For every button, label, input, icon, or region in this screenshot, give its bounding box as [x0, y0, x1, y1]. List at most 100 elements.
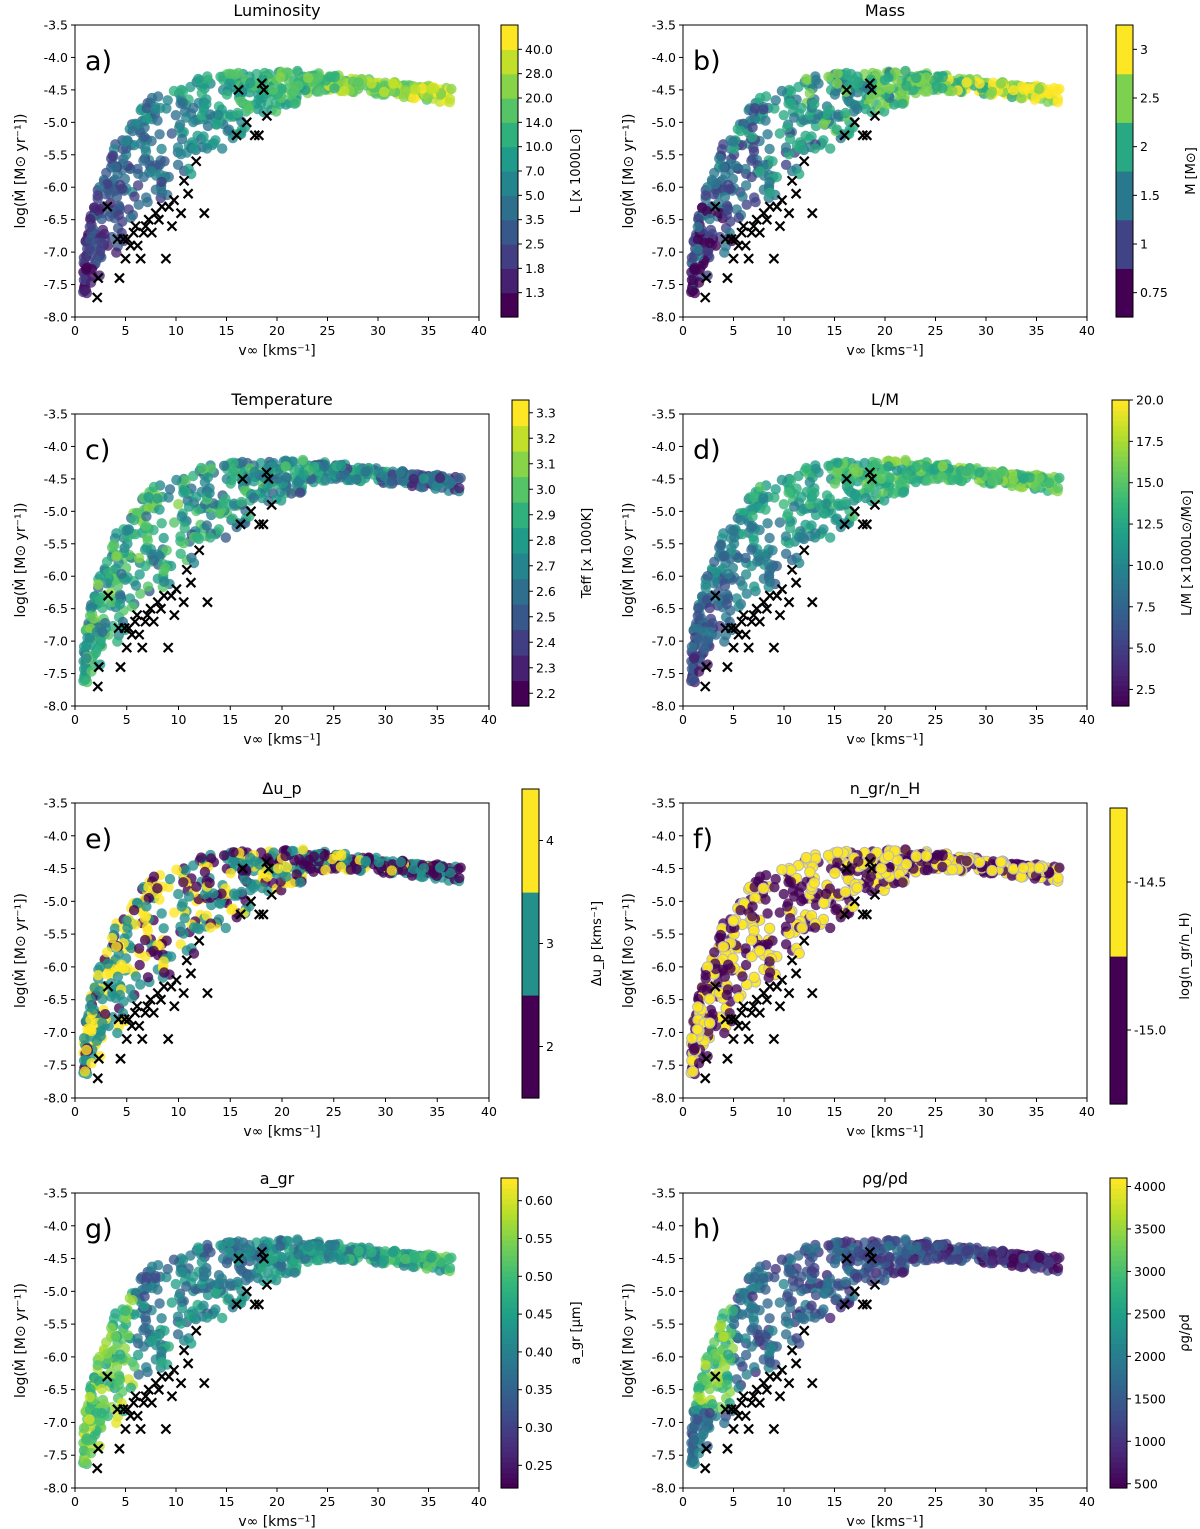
- colorbar-tick-label: 5.0: [1136, 641, 1156, 656]
- model-point: [789, 891, 800, 902]
- model-point: [158, 532, 169, 544]
- model-point: [139, 122, 150, 133]
- model-point: [132, 180, 144, 191]
- model-point: [146, 92, 158, 104]
- model-point: [96, 237, 107, 249]
- colorbar-label: Δu_p [kms⁻¹]: [590, 901, 605, 986]
- observed-cross-marker: [153, 214, 165, 225]
- model-point: [961, 855, 972, 867]
- observed-cross-marker: [171, 974, 182, 986]
- model-point: [806, 520, 817, 531]
- model-point: [175, 531, 186, 542]
- model-point: [797, 532, 808, 543]
- model-point: [746, 544, 757, 555]
- x-tick-label: 40: [1079, 712, 1095, 727]
- x-axis-label: v∞ [kms⁻¹]: [846, 732, 923, 748]
- model-point: [183, 891, 195, 902]
- colorbar-tick-label: -14.5: [1134, 875, 1166, 890]
- model-point: [784, 133, 796, 145]
- x-tick-label: 35: [1029, 323, 1045, 338]
- colorbar-segment: [501, 219, 518, 245]
- model-point: [215, 71, 226, 83]
- x-tick-label: 35: [429, 712, 445, 727]
- model-point: [257, 882, 268, 894]
- model-point: [693, 993, 704, 1005]
- colorbar-segment: [1112, 451, 1129, 457]
- model-point: [865, 92, 876, 104]
- model-point: [141, 1271, 152, 1283]
- y-tick-label: -4.0: [44, 439, 68, 454]
- model-point: [780, 531, 792, 542]
- model-point: [272, 863, 284, 874]
- model-point: [199, 866, 211, 878]
- x-tick-label: 5: [122, 323, 130, 338]
- model-point: [111, 191, 123, 203]
- model-point: [152, 1284, 163, 1295]
- model-point: [831, 124, 843, 135]
- x-tick-label: 25: [928, 712, 944, 727]
- colorbar-segment: [1112, 644, 1129, 651]
- model-point: [754, 166, 765, 177]
- model-point: [783, 98, 794, 109]
- model-point: [687, 285, 698, 296]
- model-point: [693, 602, 704, 614]
- model-point: [158, 565, 169, 577]
- colorbar-tick-label: 3.5: [525, 212, 545, 227]
- colorbar-segment: [1112, 496, 1129, 503]
- model-point: [85, 1383, 96, 1395]
- model-point: [115, 1349, 126, 1360]
- model-point: [778, 110, 789, 121]
- x-tick-label: 40: [1079, 323, 1095, 338]
- colorbar-segment: [1110, 956, 1127, 1105]
- observed-cross-marker: [169, 609, 180, 621]
- y-tick-label: -5.0: [44, 894, 68, 909]
- model-point: [749, 492, 760, 503]
- colorbar-segment: [512, 425, 529, 452]
- model-point: [292, 65, 303, 77]
- model-point: [686, 641, 698, 652]
- model-point: [704, 213, 715, 225]
- model-point: [740, 163, 751, 175]
- model-point: [216, 498, 227, 509]
- model-point: [687, 674, 698, 685]
- model-point: [947, 85, 958, 97]
- model-point: [820, 888, 832, 899]
- model-point: [94, 595, 105, 606]
- model-point: [289, 855, 300, 866]
- observed-cross-marker: [841, 863, 852, 874]
- model-point: [758, 493, 769, 504]
- model-point: [298, 469, 310, 480]
- model-point: [851, 882, 863, 894]
- x-tick-label: 0: [71, 323, 79, 338]
- model-point: [121, 915, 132, 926]
- model-point: [196, 462, 207, 474]
- model-point: [257, 1261, 268, 1272]
- colorbar-segment: [1112, 430, 1129, 437]
- model-point: [897, 877, 908, 888]
- model-point: [180, 475, 191, 486]
- colorbar-tick-label: 10.0: [1136, 558, 1164, 573]
- observed-cross-marker: [160, 253, 172, 264]
- colorbar-segment: [1112, 558, 1129, 564]
- model-point: [199, 477, 211, 488]
- model-point: [146, 166, 157, 177]
- observed-cross-marker: [710, 981, 721, 992]
- observed-cross-marker: [857, 130, 869, 141]
- colorbar-segment: [1112, 445, 1129, 452]
- colorbar-segment: [501, 292, 518, 318]
- y-tick-label: -6.5: [44, 601, 68, 616]
- model-points: [686, 454, 1065, 688]
- colorbar-segment: [1112, 583, 1129, 590]
- y-tick-label: -3.5: [652, 407, 676, 422]
- model-point: [986, 86, 998, 98]
- y-tick-label: -4.0: [652, 828, 676, 843]
- model-point: [883, 461, 894, 472]
- model-point: [189, 1312, 200, 1324]
- model-point: [693, 666, 705, 677]
- model-point: [123, 204, 134, 215]
- model-point: [747, 511, 758, 522]
- y-tick-label: -7.5: [44, 277, 68, 292]
- observed-crosses: [699, 78, 881, 303]
- observed-cross-marker: [783, 987, 795, 999]
- model-point: [139, 1291, 150, 1302]
